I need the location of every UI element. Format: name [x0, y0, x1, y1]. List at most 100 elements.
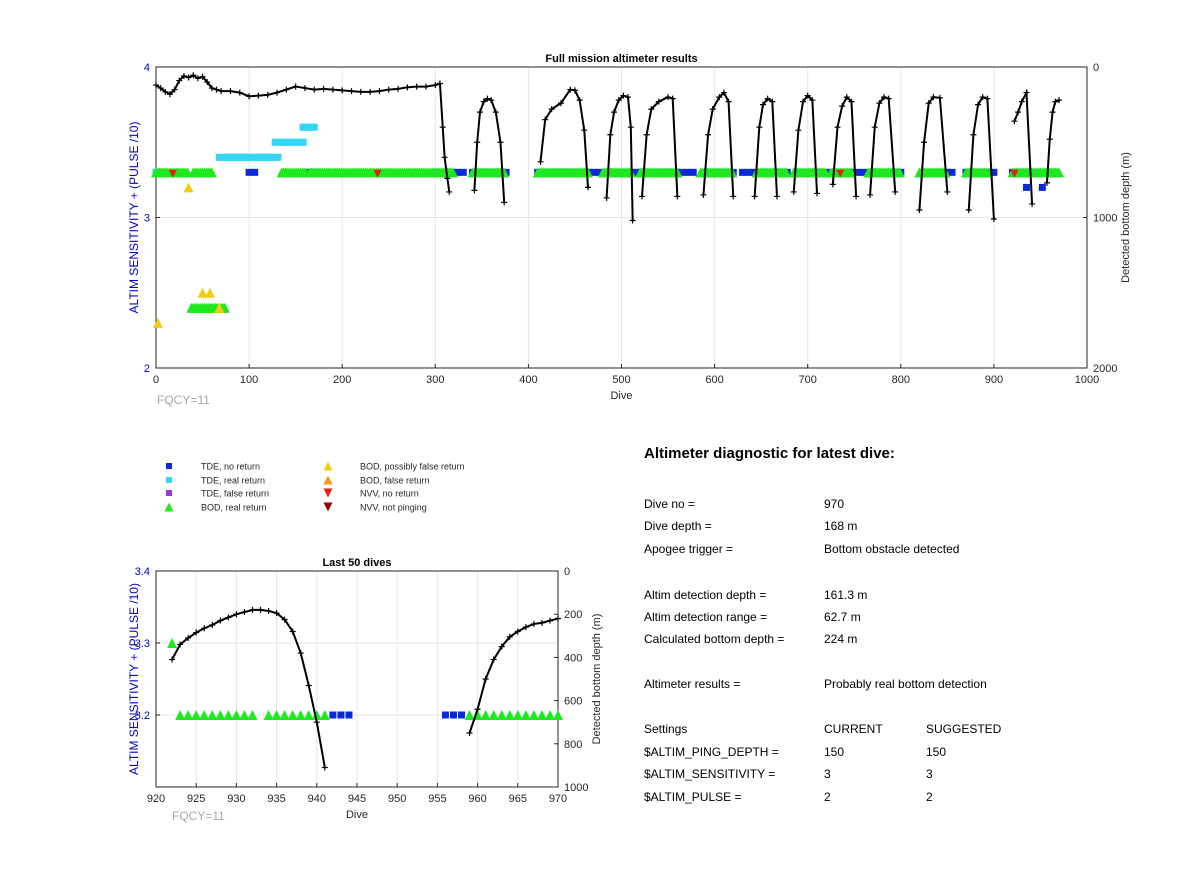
settings-current: 2: [824, 790, 831, 804]
depth-point: [665, 94, 672, 101]
depth-point: [305, 682, 312, 689]
full-mission-chart: 0 100 200 300 400 500 600 700 800 900 1000 2 3 4 0 1000…: [127, 53, 1132, 407]
legend-marker-bod-false-return: [323, 475, 333, 485]
diagnostic-value: 168 m: [824, 519, 858, 533]
depth-point: [490, 656, 497, 663]
diagnostic-value: Bottom obstacle detected: [824, 542, 960, 556]
depth-point: [876, 100, 883, 107]
bod-real-return-marker: [488, 710, 499, 720]
bod-real-return-marker: [215, 710, 226, 720]
depth-point: [471, 187, 478, 194]
bod-possibly-false-marker: [214, 302, 225, 313]
depth-point: [620, 92, 627, 99]
x-tick-label: 200: [333, 374, 351, 386]
depth-point: [320, 85, 327, 92]
diagnostic-value: 970: [824, 497, 845, 511]
depth-point: [669, 95, 676, 102]
depth-point: [1023, 89, 1030, 96]
legend-marker-tde-real-return: [166, 477, 172, 483]
depth-point: [576, 97, 583, 104]
depth-point: [1018, 98, 1025, 105]
depth-point: [466, 730, 473, 736]
depth-line: [792, 94, 819, 194]
bod-real-return-marker: [846, 167, 857, 178]
settings-suggested: 2: [926, 790, 933, 804]
diagnostic-row: Calculated bottom depth = 224 m: [644, 632, 1164, 648]
nvv-no-return-marker: [373, 169, 382, 178]
diagnostic-value: 161.3 m: [824, 588, 868, 602]
bod-real-return-marker: [496, 710, 507, 720]
y-tick-label-right: 400: [564, 652, 582, 664]
tde-real-return-marker: [310, 123, 318, 131]
depth-point: [881, 94, 888, 101]
bod-possibly-false-marker: [183, 182, 194, 193]
plot-frame: [155, 66, 1088, 369]
legend-marker-tde-false-return: [166, 490, 172, 496]
depth-point: [311, 86, 318, 93]
depth-point: [843, 94, 850, 101]
legend-label: TDE, false return: [201, 489, 269, 499]
settings-row: $ALTIM_PULSE = 2 2: [644, 790, 1164, 806]
fqcy-note: FQCY=11: [172, 809, 225, 823]
depth-point: [357, 88, 364, 95]
diagnostic-key: Calculated bottom depth =: [644, 632, 785, 646]
diagnostic-key: Dive depth =: [644, 519, 712, 533]
depth-point: [441, 154, 448, 161]
bod-real-return-marker: [167, 638, 178, 648]
bod-real-return-marker: [191, 710, 202, 720]
bod-real-return-marker: [464, 710, 475, 720]
depth-point: [204, 79, 211, 86]
y-axis-label-left: ALTIM SENSITIVITY + (PULSE /10): [127, 122, 141, 314]
nvv-no-return-marker: [836, 169, 845, 178]
depth-line: [967, 95, 995, 220]
depth-point: [171, 86, 178, 93]
depth-point: [501, 199, 508, 206]
depth-point: [975, 101, 982, 108]
diagnostic-row: Apogee trigger = Bottom obstacle detected: [644, 542, 1164, 558]
depth-line: [171, 608, 326, 768]
legend: TDE, no return TDE, real return TDE, false…: [164, 461, 465, 513]
last50-depth-lines: [169, 606, 561, 771]
depth-point: [376, 88, 383, 95]
x-tick-label: 800: [892, 374, 910, 386]
depth-point: [249, 606, 256, 613]
depth-point: [225, 614, 232, 621]
y-axis-label-right: Detected bottom depth (m): [1120, 152, 1132, 283]
depth-point: [655, 98, 662, 105]
depth-point: [709, 106, 716, 113]
bod-real-return-marker: [199, 710, 210, 720]
depth-point: [480, 98, 487, 105]
depth-point: [255, 92, 262, 99]
depth-point: [432, 82, 439, 89]
bod-real-return-marker: [480, 710, 491, 720]
bod-real-return-marker: [207, 710, 218, 720]
depth-point: [829, 181, 836, 188]
tde-no-return-marker: [1038, 183, 1046, 191]
y-tick-label-right: 0: [564, 566, 570, 578]
mission-depth-lines: [153, 72, 1063, 224]
depth-point: [705, 131, 712, 138]
depth-point: [773, 193, 780, 200]
bod-real-return-marker: [504, 710, 515, 720]
x-axis-label: Dive: [346, 809, 368, 821]
bod-real-return-marker: [263, 710, 274, 720]
diagnostic-key: Dive no =: [644, 497, 696, 511]
depth-point: [643, 131, 650, 138]
depth-point: [1015, 109, 1022, 116]
tde-no-return-marker: [750, 168, 758, 176]
depth-point: [484, 95, 491, 102]
depth-point: [227, 88, 234, 95]
bod-possibly-false-marker: [204, 287, 215, 298]
depth-point: [730, 193, 737, 200]
depth-point: [169, 656, 176, 663]
depth-point: [208, 85, 215, 92]
bod-real-return-marker: [223, 710, 234, 720]
depth-point: [213, 86, 220, 93]
depth-point: [522, 624, 529, 631]
depth-point: [348, 88, 355, 95]
plot-frame: [155, 570, 559, 788]
depth-point: [944, 188, 951, 195]
depth-point: [153, 82, 159, 89]
depth-point: [439, 124, 446, 131]
legend-label: TDE, real return: [201, 476, 265, 486]
